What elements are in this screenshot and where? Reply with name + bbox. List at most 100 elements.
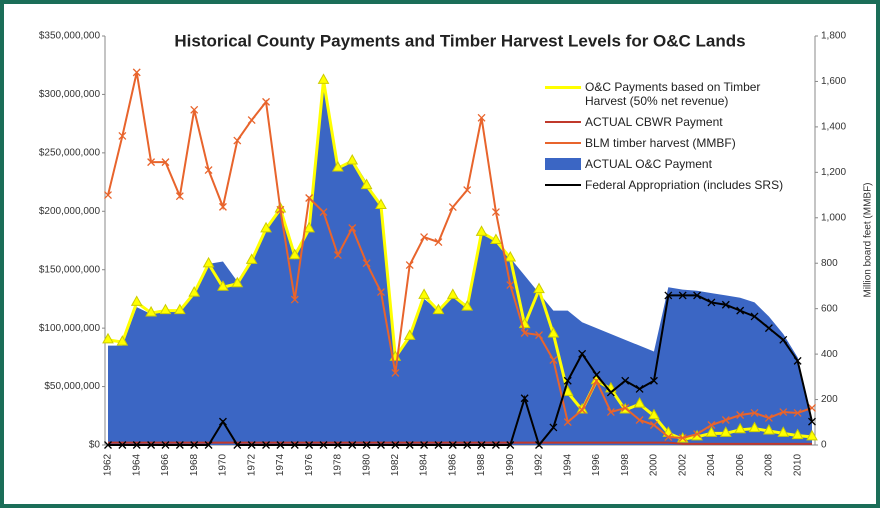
marker xyxy=(635,416,644,424)
marker xyxy=(736,306,745,315)
x-tick-label: 2000 xyxy=(649,453,660,476)
chart-title: Historical County Payments and Timber Ha… xyxy=(174,31,745,50)
marker xyxy=(405,261,414,269)
marker xyxy=(190,105,199,114)
marker xyxy=(161,441,170,449)
marker xyxy=(719,426,732,437)
marker xyxy=(446,288,459,299)
x-tick-label: 1962 xyxy=(103,453,114,476)
marker xyxy=(578,349,587,358)
marker xyxy=(217,280,229,291)
marker xyxy=(777,426,790,437)
marker xyxy=(649,421,658,429)
x-tick-label: 1984 xyxy=(419,453,430,476)
marker xyxy=(520,394,529,403)
y2-tick-label: 0 xyxy=(821,440,827,451)
marker xyxy=(159,303,172,315)
marker xyxy=(707,421,716,429)
marker xyxy=(190,441,199,449)
marker xyxy=(549,423,558,432)
marker xyxy=(578,406,587,414)
marker xyxy=(145,305,157,317)
marker xyxy=(204,441,213,449)
legend-label: ACTUAL O&C Payment xyxy=(585,157,712,171)
marker xyxy=(375,198,387,209)
y-tick-label: $250,000,000 xyxy=(39,147,101,158)
marker xyxy=(664,291,673,300)
marker xyxy=(763,423,775,435)
line xyxy=(108,294,813,448)
marker xyxy=(549,356,558,364)
marker xyxy=(319,208,328,217)
marker xyxy=(188,286,201,297)
marker xyxy=(808,417,816,426)
legend: O&C Payments based on Timber Harvest (50… xyxy=(545,80,790,199)
marker xyxy=(432,303,445,315)
y2-tick-label: 800 xyxy=(821,258,838,269)
marker xyxy=(547,326,560,338)
marker xyxy=(377,441,385,449)
marker xyxy=(563,418,572,427)
marker xyxy=(362,441,371,449)
x-tick-label: 1990 xyxy=(505,453,516,476)
legend-item: ACTUAL O&C Payment xyxy=(545,157,790,171)
marker xyxy=(161,158,170,167)
marker xyxy=(535,441,543,449)
marker xyxy=(288,248,301,260)
marker xyxy=(606,408,615,417)
y-tick-label: $300,000,000 xyxy=(39,89,101,100)
line xyxy=(107,72,813,439)
marker xyxy=(506,281,515,289)
marker xyxy=(621,404,630,412)
x-tick-label: 1970 xyxy=(218,453,229,476)
legend-item: ACTUAL CBWR Payment xyxy=(545,115,790,129)
y-tick-label: $50,000,000 xyxy=(44,381,100,392)
marker xyxy=(346,154,359,165)
marker xyxy=(116,335,129,346)
marker xyxy=(475,225,488,236)
marker xyxy=(104,191,112,200)
marker xyxy=(461,300,474,311)
marker xyxy=(102,332,114,344)
marker xyxy=(793,356,802,365)
marker xyxy=(147,158,156,167)
y2-tick-label: 200 xyxy=(821,394,838,405)
marker xyxy=(175,192,184,201)
marker xyxy=(693,291,702,300)
legend-swatch xyxy=(545,158,581,170)
marker xyxy=(147,441,156,449)
y2-tick-label: 1,000 xyxy=(821,212,846,223)
legend-label: O&C Payments based on Timber Harvest (50… xyxy=(585,80,761,108)
marker xyxy=(317,73,330,84)
x-tick-label: 1976 xyxy=(304,453,315,476)
marker xyxy=(290,295,299,304)
marker xyxy=(173,303,186,315)
marker xyxy=(247,441,256,449)
marker xyxy=(791,428,804,440)
marker xyxy=(635,384,644,393)
marker xyxy=(734,422,747,434)
marker xyxy=(362,259,371,268)
marker xyxy=(276,205,285,214)
marker xyxy=(748,421,761,433)
line xyxy=(108,441,812,445)
marker xyxy=(750,409,759,417)
marker xyxy=(202,256,215,268)
marker xyxy=(231,276,244,288)
legend-label: ACTUAL CBWR Payment xyxy=(585,115,723,129)
x-tick-label: 1998 xyxy=(620,453,631,476)
marker xyxy=(477,441,486,449)
y2-tick-label: 1,600 xyxy=(821,76,846,87)
marker xyxy=(806,429,818,441)
marker xyxy=(130,295,143,306)
marker xyxy=(333,441,342,449)
x-tick-label: 1964 xyxy=(131,453,142,476)
x-tick-label: 2010 xyxy=(792,453,803,476)
marker xyxy=(420,233,429,242)
marker xyxy=(418,288,430,299)
x-tick-label: 1966 xyxy=(160,453,171,476)
marker xyxy=(348,224,357,232)
marker xyxy=(204,166,213,175)
